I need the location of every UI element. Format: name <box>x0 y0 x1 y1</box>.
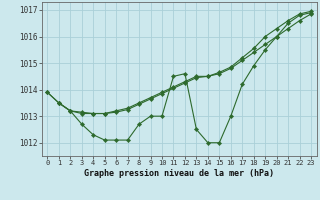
X-axis label: Graphe pression niveau de la mer (hPa): Graphe pression niveau de la mer (hPa) <box>84 169 274 178</box>
